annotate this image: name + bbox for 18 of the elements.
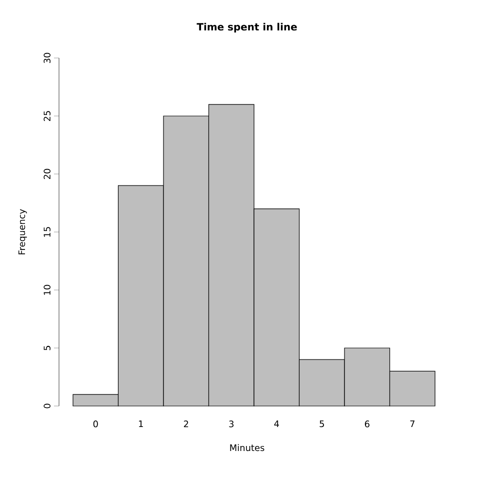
x-tick-label: 0 <box>93 420 98 428</box>
y-tick-label: 15 <box>44 227 50 237</box>
y-axis-title: Frequency <box>18 209 27 254</box>
x-tick-label: 3 <box>229 420 234 428</box>
x-tick-label: 1 <box>139 420 143 428</box>
y-tick-label: 20 <box>44 168 50 180</box>
x-tick-label: 6 <box>364 420 370 428</box>
x-tick-label: 5 <box>320 420 324 428</box>
y-tick-label: 10 <box>44 284 50 295</box>
x-tick-label: 2 <box>184 420 188 428</box>
y-tick-label: 30 <box>44 52 50 64</box>
x-axis-title: Minutes <box>230 444 264 452</box>
chart-title: Time spent in line <box>196 22 297 32</box>
y-tick-label: 0 <box>44 404 50 408</box>
y-tick-label: 25 <box>44 111 50 122</box>
x-tick-label: 7 <box>410 420 414 428</box>
x-tick-label: 4 <box>274 420 279 428</box>
y-tick-label: 5 <box>44 346 50 350</box>
